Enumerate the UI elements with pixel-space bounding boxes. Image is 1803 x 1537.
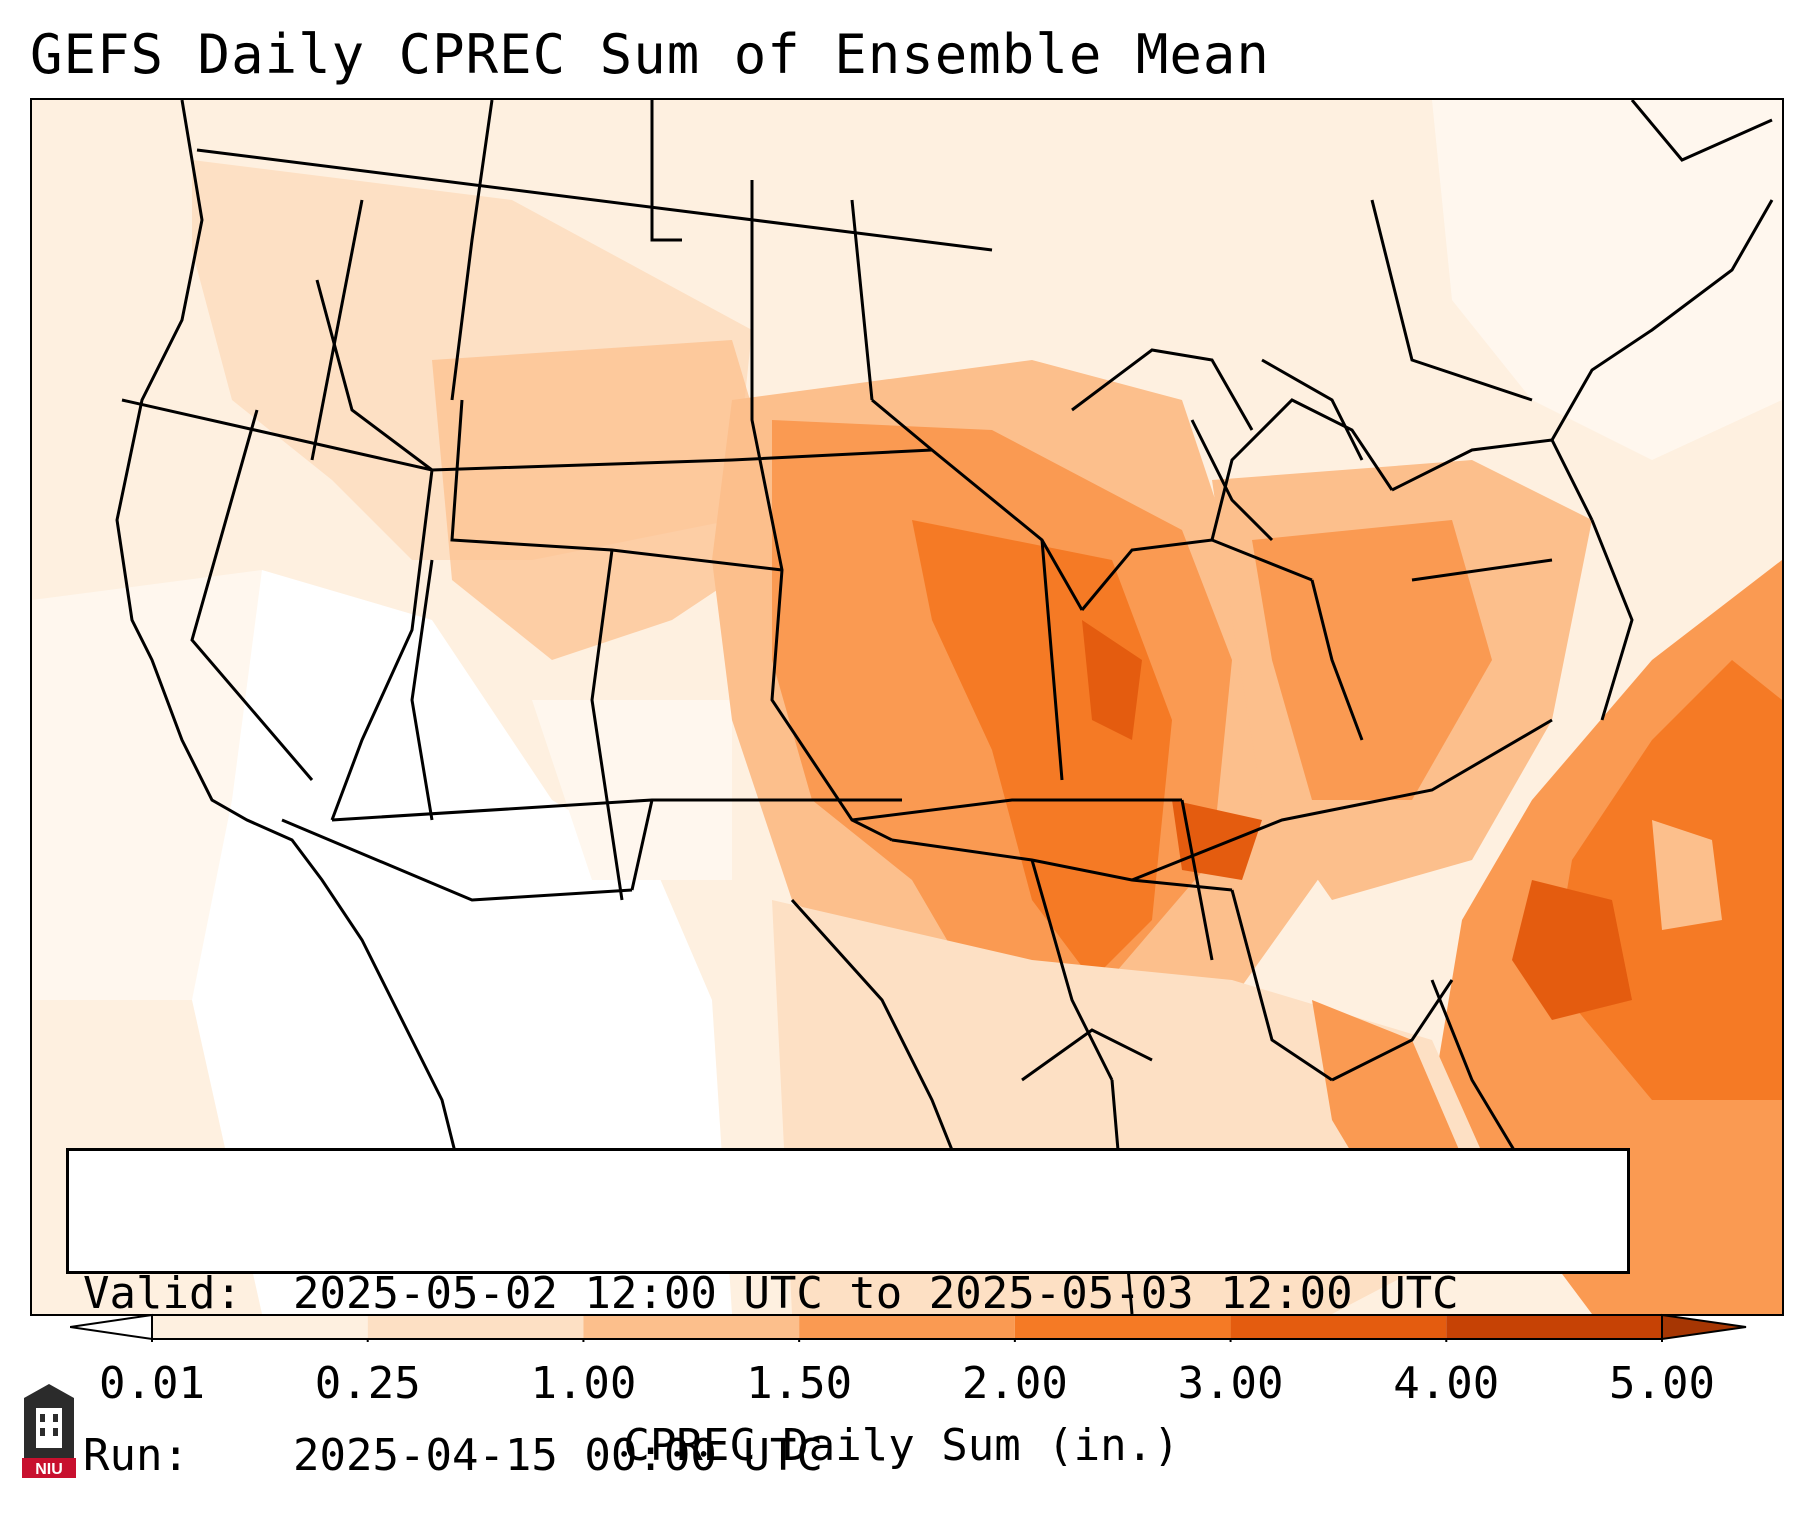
colorbar-segment xyxy=(1230,1315,1447,1339)
boundary-lines xyxy=(115,100,1774,1314)
colorbar-tick-label: 0.01 xyxy=(99,1358,205,1409)
colorbar-segment xyxy=(583,1315,800,1339)
colorbar-label: CPREC Daily Sum (in.) xyxy=(623,1420,1180,1471)
valid-run-info-box: Valid: 2025-05-02 12:00 UTC to 2025-05-03… xyxy=(66,1148,1630,1481)
run-row: Run: 2025-04-15 00:00 UTC xyxy=(83,1429,1613,1483)
map-canvas xyxy=(32,100,1782,1314)
colorbar-tick-label: 5.00 xyxy=(1609,1358,1715,1409)
colorbar-tick-label: 3.00 xyxy=(1177,1358,1284,1409)
colorbar-border xyxy=(151,1314,1663,1340)
colorbar-tick-label: 1.50 xyxy=(746,1358,853,1409)
colorbar-over-arrow xyxy=(1661,1313,1747,1341)
colorbar-segment xyxy=(799,1315,1015,1339)
run-value: 2025-04-15 00:00 UTC xyxy=(293,1430,823,1481)
colorbar-under-arrow xyxy=(70,1313,153,1341)
colorbar-tick-label: 0.25 xyxy=(314,1358,421,1409)
colorbar xyxy=(70,1313,1747,1342)
colorbar-tick-label: 2.00 xyxy=(961,1358,1068,1409)
colorbar-segment xyxy=(152,1315,368,1339)
chart-title: GEFS Daily CPREC Sum of Ensemble Mean xyxy=(30,23,1270,86)
colorbar-tick-label: 1.00 xyxy=(530,1358,637,1409)
svg-text:NIU: NIU xyxy=(35,1461,63,1478)
run-key: Run: xyxy=(83,1430,189,1481)
colorbar-tick-label: 4.00 xyxy=(1393,1358,1500,1409)
colorbar-segment xyxy=(367,1315,584,1339)
valid-row: Valid: 2025-05-02 12:00 UTC to 2025-05-03… xyxy=(83,1267,1613,1321)
colorbar-segment xyxy=(1014,1315,1231,1339)
valid-key: Valid: xyxy=(83,1268,242,1319)
colorbar-segment xyxy=(1446,1315,1662,1339)
valid-value: 2025-05-02 12:00 UTC to 2025-05-03 12:00… xyxy=(293,1268,1459,1319)
niu-logo: NIU xyxy=(22,1384,76,1478)
precip-map xyxy=(30,98,1784,1316)
